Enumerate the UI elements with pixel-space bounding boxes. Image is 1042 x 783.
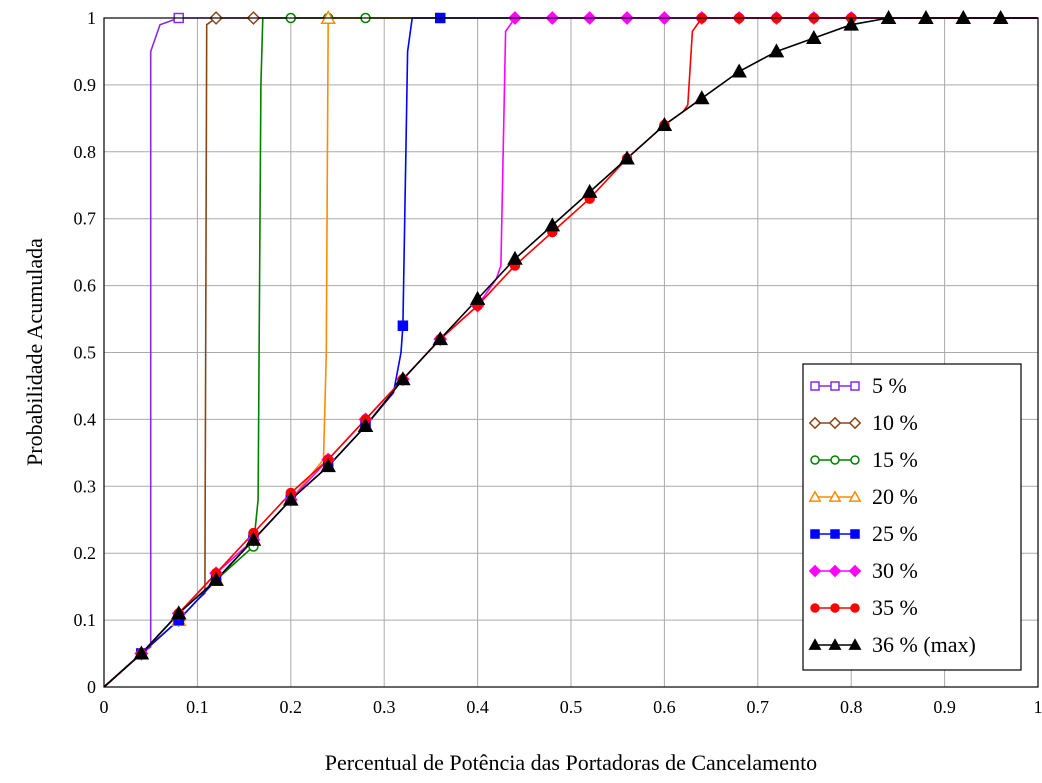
legend-label: 36 % (max) <box>872 632 976 657</box>
x-axis-label: Percentual de Potência das Portadoras de… <box>325 750 817 775</box>
series-marker <box>831 530 839 538</box>
x-tick-label: 0.5 <box>560 697 583 717</box>
y-tick-label: 0 <box>87 677 96 697</box>
series-marker <box>811 604 819 612</box>
legend-label: 25 % <box>872 521 918 546</box>
legend-label: 10 % <box>872 410 918 435</box>
x-tick-label: 0.4 <box>466 697 489 717</box>
y-tick-label: 0.7 <box>74 209 97 229</box>
y-tick-label: 0.5 <box>74 343 97 363</box>
series-marker <box>831 456 839 464</box>
series-marker <box>851 382 859 390</box>
y-tick-labels: 0 0.1 0.2 0.3 0.4 0.5 0.6 0.7 0.8 0.9 1 <box>74 8 97 697</box>
y-tick-label: 0.8 <box>74 142 97 162</box>
x-tick-label: 0.7 <box>747 697 770 717</box>
y-tick-label: 0.2 <box>74 543 97 563</box>
legend-label: 15 % <box>872 447 918 472</box>
x-tick-label: 0.1 <box>186 697 209 717</box>
y-tick-label: 1 <box>87 8 96 28</box>
legend-label: 5 % <box>872 373 907 398</box>
x-tick-label: 0.2 <box>280 697 303 717</box>
series-marker <box>851 456 859 464</box>
series-marker <box>851 604 859 612</box>
series-marker <box>831 382 839 390</box>
y-axis-label: Probabilidade Acumulada <box>22 238 47 466</box>
legend: 5 % 10 % 15 % 20 % 25 % 30 % 35 % 36 % (max) <box>803 364 1021 670</box>
y-tick-label: 0.6 <box>74 276 97 296</box>
series-marker <box>851 530 859 538</box>
series-marker <box>398 321 407 330</box>
x-tick-label: 0.3 <box>373 697 396 717</box>
series-marker <box>811 456 819 464</box>
legend-label: 35 % <box>872 595 918 620</box>
y-tick-label: 0.3 <box>74 476 97 496</box>
x-tick-labels: 0 0.1 0.2 0.3 0.4 0.5 0.6 0.7 0.8 0.9 1 <box>100 697 1042 717</box>
x-tick-label: 0 <box>100 697 109 717</box>
x-tick-label: 1 <box>1034 697 1042 717</box>
x-tick-label: 0.9 <box>933 697 956 717</box>
legend-label: 20 % <box>872 484 918 509</box>
series-marker <box>831 604 839 612</box>
series-marker <box>811 530 819 538</box>
y-tick-label: 0.4 <box>74 409 97 429</box>
x-tick-label: 0.8 <box>840 697 863 717</box>
y-tick-label: 0.1 <box>74 610 97 630</box>
series-marker <box>811 382 819 390</box>
y-tick-label: 0.9 <box>74 75 97 95</box>
x-tick-label: 0.6 <box>653 697 676 717</box>
legend-label: 30 % <box>872 558 918 583</box>
